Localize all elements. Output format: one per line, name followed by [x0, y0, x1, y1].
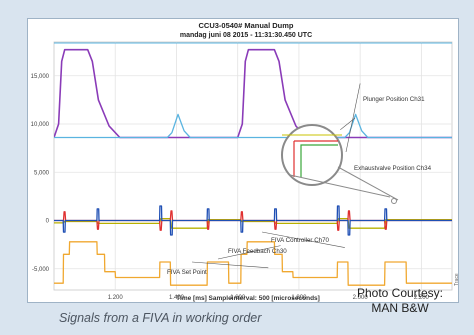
x-tick-label: 2.000 [353, 295, 369, 301]
annotation-label: FIVA Feedbach Ch30 [228, 248, 287, 255]
zoom-green-line [300, 144, 338, 177]
figure-caption: Signals from a FIVA in working order [59, 311, 262, 325]
photo-credit-line1: Photo Courtesy: [356, 286, 444, 300]
annotation-label: Plunger Position Ch31 [363, 96, 425, 103]
y-tick-label: 15,000 [31, 74, 50, 80]
annotation-label: FIVA Controller Ch70 [271, 237, 330, 244]
annotation-pointer [217, 245, 281, 260]
x-tick-label: 1.200 [108, 295, 124, 301]
annotation-pointer [345, 83, 361, 153]
series-line [54, 113, 452, 139]
zoom-target [391, 198, 397, 204]
chart-subtitle: mandag juni 08 2015 - 11:31:30.450 UTC [180, 32, 312, 39]
annotation-pointer [261, 231, 345, 248]
photo-credit-line2: MAN B&W [371, 301, 429, 315]
photo-credit: Photo Courtesy: MAN B&W [326, 286, 474, 316]
chart-title: CCU3-0540# Manual Dump [198, 21, 293, 30]
x-tick-label: 1.400 [169, 295, 185, 301]
corner-tag: Trace [454, 273, 460, 286]
x-axis-label: Time [ms] Sampleinterval: 500 [microseco… [176, 295, 320, 302]
y-tick-label: 5,000 [34, 170, 50, 176]
y-tick-label: 10,000 [31, 122, 50, 128]
x-tick-label: 1.800 [291, 295, 307, 301]
plot-area [53, 41, 453, 291]
zoom-connector [337, 166, 399, 201]
annotation-label: FIVA Set Point [167, 269, 207, 276]
y-tick-label: -5,000 [32, 267, 50, 273]
y-tick-label: 0 [46, 219, 50, 225]
zoom-connector [289, 174, 391, 198]
series-line [54, 241, 452, 286]
x-tick-label: 2.200 [414, 295, 430, 301]
zoom-circle [281, 124, 343, 186]
annotation-pointer [191, 261, 269, 269]
annotation-label: Exhaustvalve Position Ch34 [354, 165, 432, 172]
x-tick-label: 1.600 [230, 295, 246, 301]
series-line [54, 205, 452, 236]
